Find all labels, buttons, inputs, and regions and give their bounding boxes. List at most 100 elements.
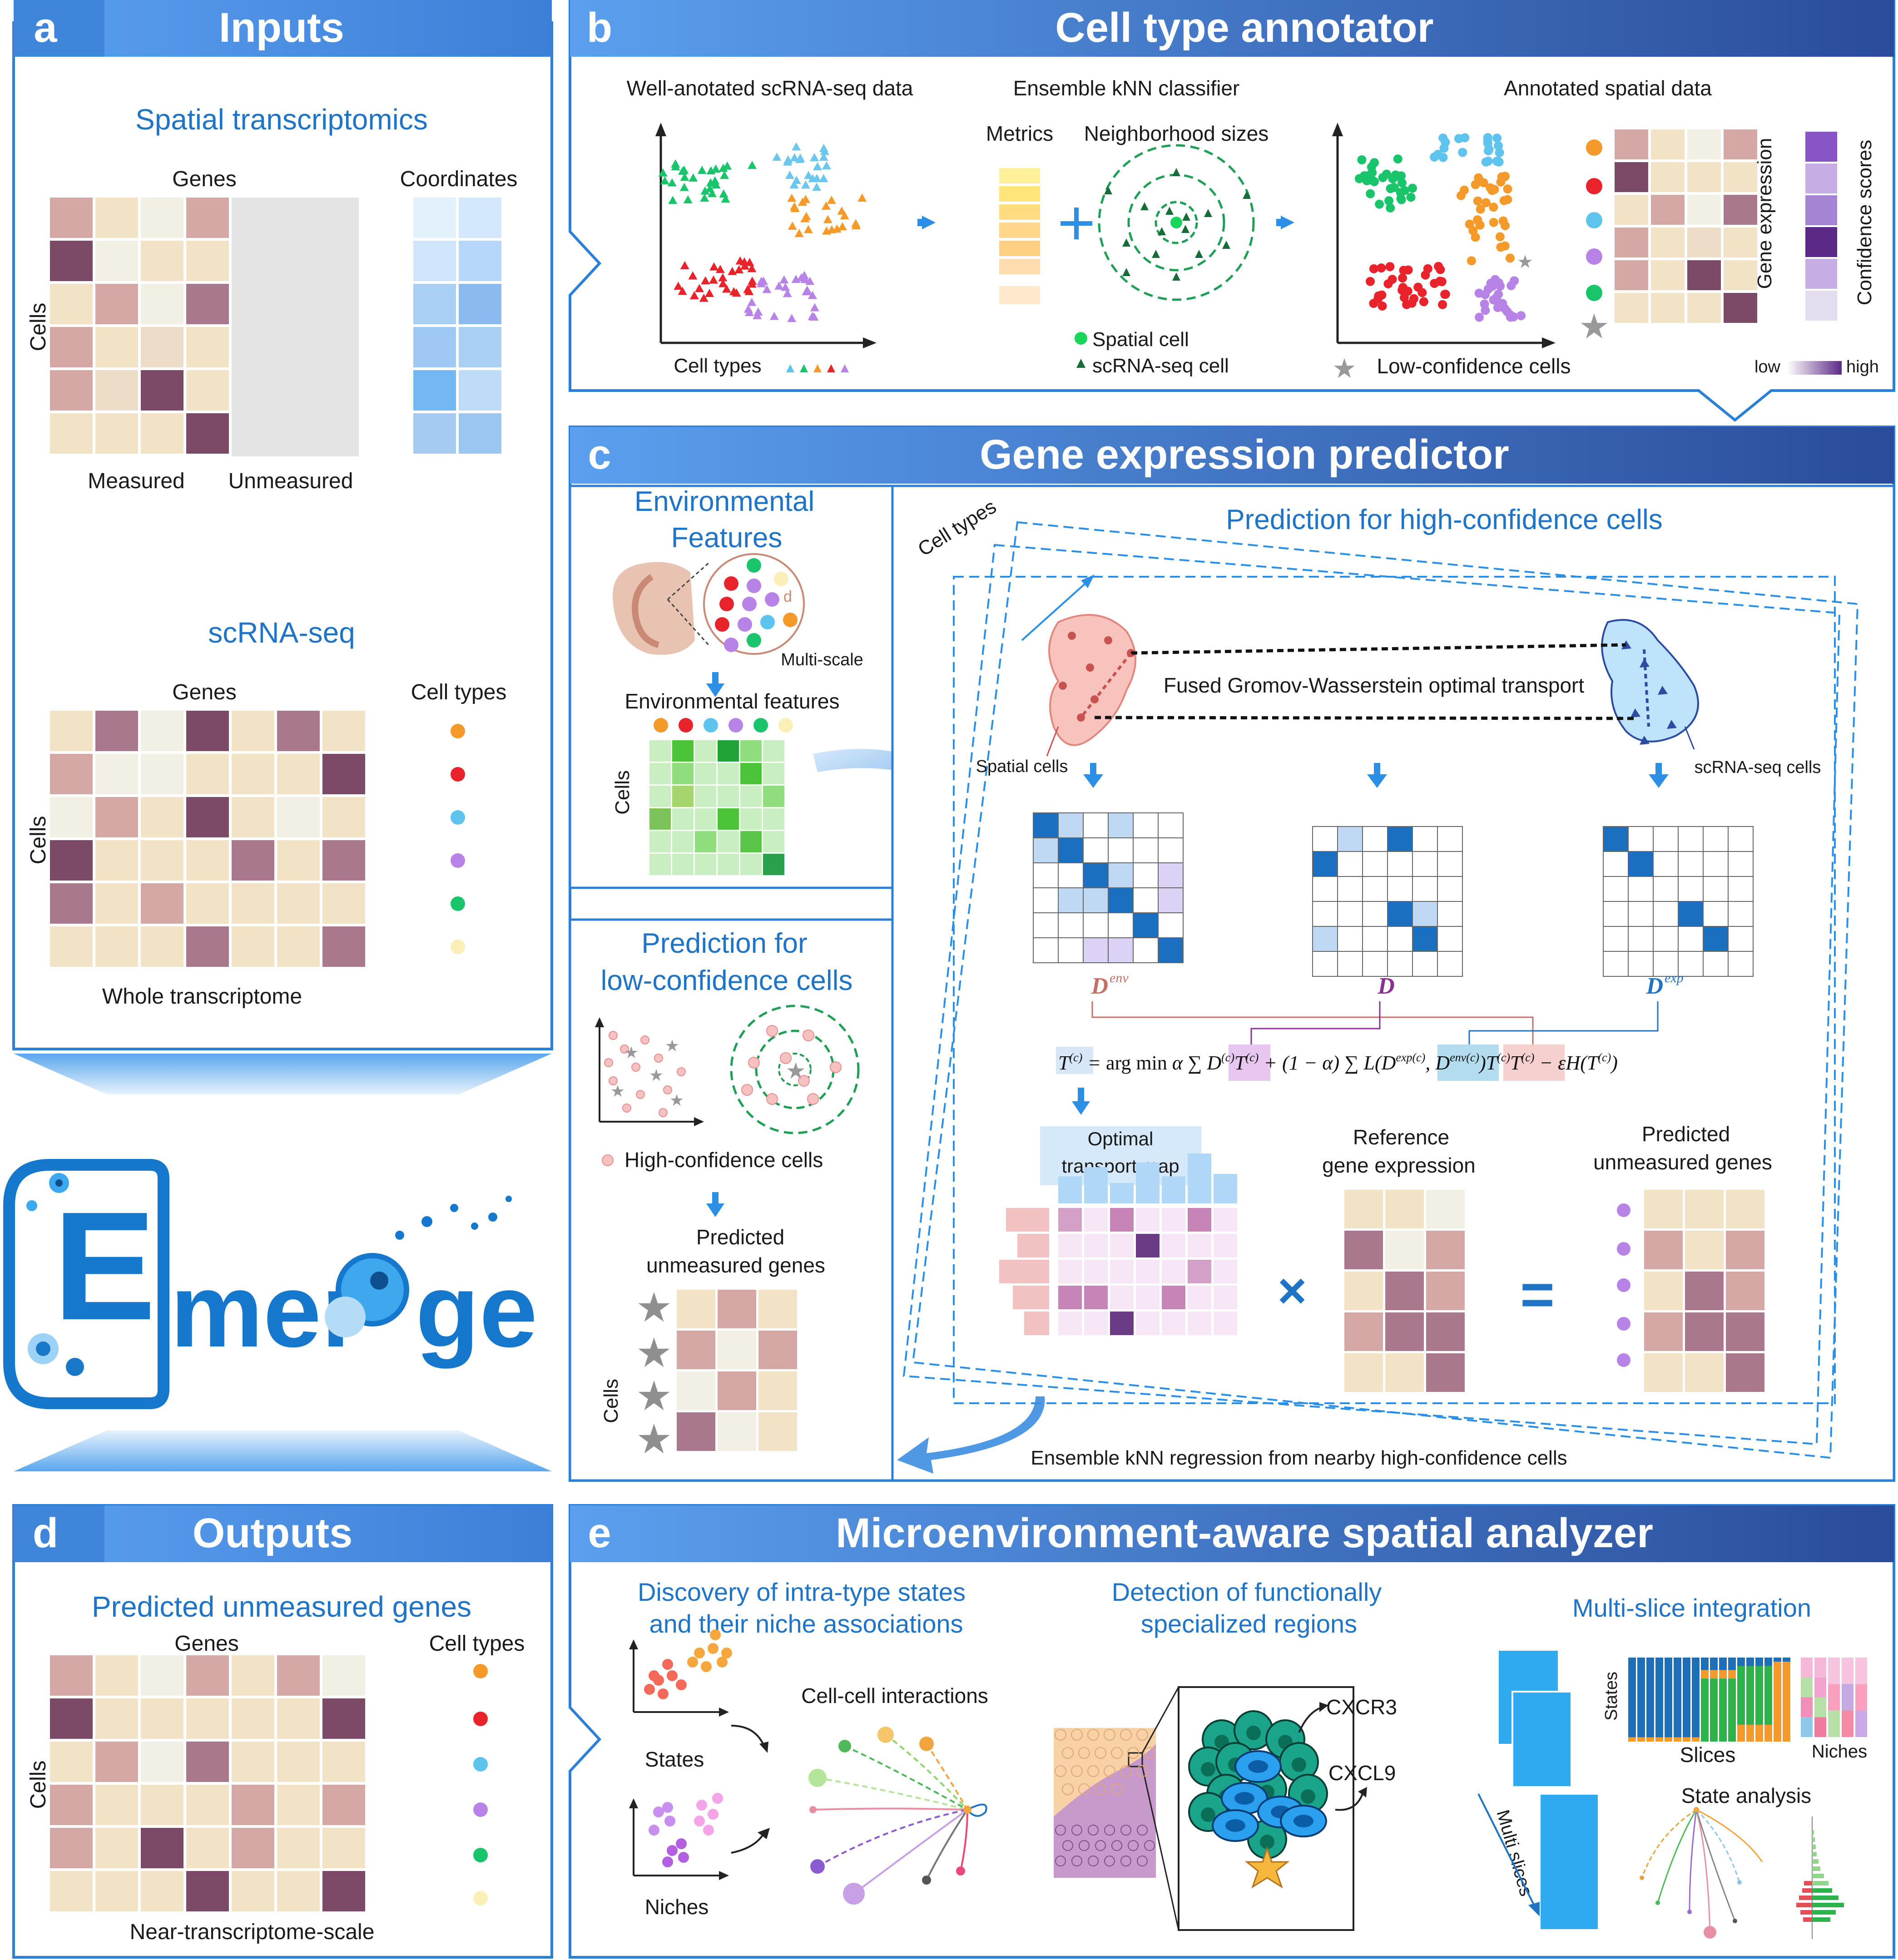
stacked-frames bbox=[902, 521, 1859, 1459]
neighborhood-label: Neighborhood sizes bbox=[1084, 122, 1269, 145]
spatial-cells-label: Cells bbox=[26, 303, 50, 351]
spatial-cell-legend: Spatial cell bbox=[1092, 328, 1189, 351]
detection-2: specialized regions bbox=[1141, 1609, 1357, 1638]
d-exp-matrix bbox=[1603, 826, 1754, 977]
reference-heatmap bbox=[1344, 1190, 1465, 1392]
env-neighborhood-dots bbox=[715, 558, 798, 652]
pred-unm-1: Predicted bbox=[696, 1225, 784, 1249]
ensemble-classifier-label: Ensemble kNN classifier bbox=[1013, 76, 1239, 100]
legend-high: high bbox=[1846, 357, 1879, 376]
multi-scale-label: Multi-scale bbox=[781, 650, 863, 669]
spatial-clusters: ★ ★ ★ bbox=[1332, 133, 1610, 384]
scrna-cell-legend: scRNA-seq cell bbox=[1092, 355, 1229, 377]
state-bar-chart bbox=[1796, 1816, 1844, 1939]
whole-transcriptome-label: Whole transcriptome bbox=[102, 985, 302, 1009]
times-sign: × bbox=[1278, 1263, 1307, 1319]
panel-e-title: Microenvironment-aware spatial analyzer bbox=[836, 1510, 1653, 1556]
optimal-box bbox=[1040, 1126, 1201, 1185]
unmeasured-block bbox=[232, 198, 359, 456]
svg-text:★: ★ bbox=[665, 1036, 679, 1055]
neighborhood-triangles bbox=[1104, 168, 1251, 281]
panel-d-title: Outputs bbox=[193, 1510, 353, 1556]
predicted-1: Predicted bbox=[1642, 1122, 1730, 1146]
states-label: States bbox=[645, 1747, 704, 1771]
discovery-2: and their niche associations bbox=[649, 1609, 963, 1638]
coordinates-label: Coordinates bbox=[400, 167, 518, 191]
scrna-cell-legend-tri bbox=[1076, 359, 1085, 368]
near-transcriptome-label: Near-transcriptome-scale bbox=[130, 1920, 375, 1944]
optimal-2: transport map bbox=[1061, 1155, 1179, 1177]
measured-label: Measured bbox=[88, 469, 184, 493]
svg-text:★: ★ bbox=[636, 1417, 673, 1462]
reference-1: Reference bbox=[1353, 1125, 1449, 1149]
panel-a-title: Inputs bbox=[219, 5, 344, 51]
reference-2: gene expression bbox=[1322, 1153, 1476, 1177]
svg-text:★: ★ bbox=[669, 1091, 684, 1109]
low-pred-heatmap bbox=[677, 1290, 797, 1451]
scrna-cell-type-dots bbox=[451, 724, 465, 954]
low-circle-dots: ★ bbox=[741, 1025, 842, 1105]
return-arrow bbox=[897, 1396, 1045, 1474]
annotated-heatmap bbox=[1615, 129, 1757, 323]
low-cells-label: Cells bbox=[600, 1379, 622, 1423]
scrna-cell-types-label: Cell types bbox=[411, 680, 507, 704]
output-subtitle: Predicted unmeasured genes bbox=[92, 1590, 471, 1623]
pred-low-title-2: low-confidence cells bbox=[601, 965, 853, 996]
spatial-cells-shape bbox=[1048, 614, 1136, 746]
b-cell-types-label: Cell types bbox=[674, 355, 761, 377]
metrics-bars bbox=[999, 168, 1040, 304]
niches-axis-label: Niches bbox=[1812, 1742, 1867, 1762]
states-scatter bbox=[644, 1629, 732, 1699]
well-annotated-label: Well-anotated scRNA-seq data bbox=[627, 76, 913, 100]
output-heatmap bbox=[50, 1655, 365, 1911]
low-stars: ★ ★ ★ ★ bbox=[636, 1285, 673, 1462]
confidence-axis: Confidence scores bbox=[1853, 140, 1876, 305]
spatial-measured-heatmap bbox=[50, 198, 229, 454]
panel-e: e Microenvironment-aware spatial analyze… bbox=[569, 1504, 1895, 1959]
svg-text:★: ★ bbox=[636, 1331, 673, 1376]
annotated-spatial-label: Annotated spatial data bbox=[1504, 76, 1712, 100]
scrna-clusters bbox=[658, 142, 867, 322]
panel-c-header bbox=[570, 427, 1894, 484]
panel-a: a Inputs Spatial transcriptomics Genes C… bbox=[12, 0, 553, 1050]
state-nodes bbox=[1640, 1807, 1742, 1939]
tissue-cells bbox=[1055, 1729, 1155, 1866]
env-features-label: Environmental features bbox=[624, 689, 839, 713]
svg-text:★: ★ bbox=[786, 1058, 806, 1084]
panel-b-letter: b bbox=[587, 5, 612, 51]
svg-text:ge: ge bbox=[416, 1252, 537, 1369]
formula-connectors bbox=[1091, 1001, 1659, 1051]
svg-text:★: ★ bbox=[1517, 252, 1533, 272]
metrics-label: Metrics bbox=[986, 122, 1053, 145]
env-feature-dots bbox=[654, 718, 793, 733]
predicted-purple-dots bbox=[1617, 1203, 1630, 1367]
cell-type-triangles bbox=[786, 364, 849, 372]
tissue-shape bbox=[612, 562, 695, 655]
svg-text:★: ★ bbox=[1332, 353, 1357, 384]
panel-d-letter: d bbox=[33, 1510, 58, 1556]
scrna-cells-label: scRNA-seq cells bbox=[1695, 758, 1821, 777]
high-conf-legend-dot bbox=[602, 1154, 614, 1166]
funnel-up bbox=[14, 1430, 552, 1471]
svg-text:★: ★ bbox=[624, 1043, 639, 1062]
niches-stacked-bars bbox=[1801, 1658, 1867, 1737]
cci-label: Cell-cell interactions bbox=[801, 1684, 988, 1708]
scrna-genes-label: Genes bbox=[172, 680, 236, 704]
scrna-title: scRNA-seq bbox=[208, 616, 355, 649]
pred-low-title-1: Prediction for bbox=[641, 928, 807, 959]
spatial-cells-label: Spatial cells bbox=[976, 757, 1068, 776]
d-radius-label: d bbox=[783, 588, 792, 605]
cxcl9-label: CXCL9 bbox=[1328, 1761, 1396, 1785]
state-network bbox=[1641, 1809, 1763, 1933]
output-genes-label: Genes bbox=[174, 1632, 238, 1656]
cci-network bbox=[813, 1734, 987, 1895]
spatial-cell-legend-dot bbox=[1075, 332, 1087, 345]
svg-text:★: ★ bbox=[636, 1374, 673, 1419]
svg-text:★: ★ bbox=[649, 1066, 664, 1084]
state-analysis-label: State analysis bbox=[1681, 1784, 1811, 1807]
legend-gradient bbox=[1787, 361, 1842, 375]
svg-text:★: ★ bbox=[636, 1285, 673, 1331]
panel-c-letter: c bbox=[588, 431, 611, 478]
panel-e-header bbox=[570, 1505, 1894, 1562]
